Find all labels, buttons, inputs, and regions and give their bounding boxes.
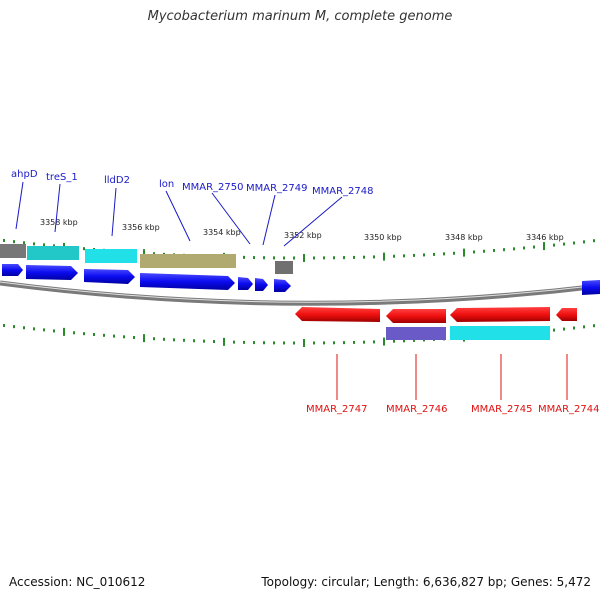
feature-ahpD[interactable]	[0, 244, 26, 258]
tick-row-bottom	[3, 323, 595, 347]
cds-arrow[interactable]	[582, 280, 600, 295]
feature-lldD2[interactable]	[85, 249, 137, 263]
cds-arrow[interactable]	[295, 307, 380, 322]
cds-arrow[interactable]	[274, 279, 291, 292]
reverse-cds-arrows	[295, 307, 577, 323]
scale-label: 3350 kbp	[364, 233, 402, 242]
gene-label[interactable]: MMAR_2750	[182, 182, 244, 193]
cds-arrow[interactable]	[556, 308, 577, 321]
genome-backbone	[0, 280, 600, 306]
cds-arrow[interactable]	[26, 265, 78, 280]
reverse-gene-labels: MMAR_2747 MMAR_2746 MMAR_2745 MMAR_2744	[306, 404, 600, 415]
page-title: Mycobacterium marinum M, complete genome	[147, 9, 453, 24]
forward-features	[0, 244, 293, 274]
cds-arrow[interactable]	[2, 264, 23, 276]
gene-label[interactable]: ahpD	[11, 169, 38, 180]
cds-arrow[interactable]	[238, 277, 253, 290]
scale-labels: 3358 kbp 3356 kbp 3354 kbp 3352 kbp 3350…	[40, 218, 564, 242]
reverse-leader-lines	[336, 354, 568, 400]
feature-lon[interactable]	[140, 254, 236, 268]
feature-treS_1[interactable]	[27, 246, 79, 260]
accession-text: Accession: NC_010612	[9, 575, 146, 589]
feature-MMAR_2746[interactable]	[386, 327, 446, 340]
topology-text: Topology: circular; Length: 6,636,827 bp…	[261, 575, 591, 589]
gene-label[interactable]: MMAR_2747	[306, 404, 368, 415]
feature-MMAR_2745[interactable]	[450, 326, 550, 340]
scale-label: 3354 kbp	[203, 228, 241, 237]
gene-label[interactable]: MMAR_2744	[538, 404, 600, 415]
gene-label[interactable]: lon	[159, 179, 174, 190]
cds-arrow[interactable]	[386, 309, 446, 323]
forward-leader-lines	[15, 181, 343, 247]
genome-backbone-highlight	[0, 281, 600, 303]
forward-cds-arrows	[2, 264, 600, 295]
gene-label[interactable]: lldD2	[104, 175, 130, 186]
gene-label[interactable]: MMAR_2748	[312, 186, 374, 197]
scale-label: 3356 kbp	[122, 223, 160, 232]
gene-label[interactable]: MMAR_2749	[246, 183, 308, 194]
gene-label[interactable]: MMAR_2746	[386, 404, 448, 415]
gene-label[interactable]: MMAR_2745	[471, 404, 533, 415]
gene-label[interactable]: treS_1	[46, 172, 78, 183]
scale-label: 3352 kbp	[284, 231, 322, 240]
feature-MMAR_2748[interactable]	[275, 261, 293, 274]
forward-gene-labels: ahpD treS_1 lldD2 lon MMAR_2750 MMAR_274…	[11, 169, 374, 197]
scale-label: 3346 kbp	[526, 233, 564, 242]
cds-arrow[interactable]	[255, 278, 268, 291]
reverse-features	[386, 326, 550, 340]
cds-arrow[interactable]	[450, 307, 550, 322]
scale-label: 3358 kbp	[40, 218, 78, 227]
cds-arrow[interactable]	[84, 269, 135, 284]
cds-arrow[interactable]	[140, 273, 235, 290]
scale-label: 3348 kbp	[445, 233, 483, 242]
